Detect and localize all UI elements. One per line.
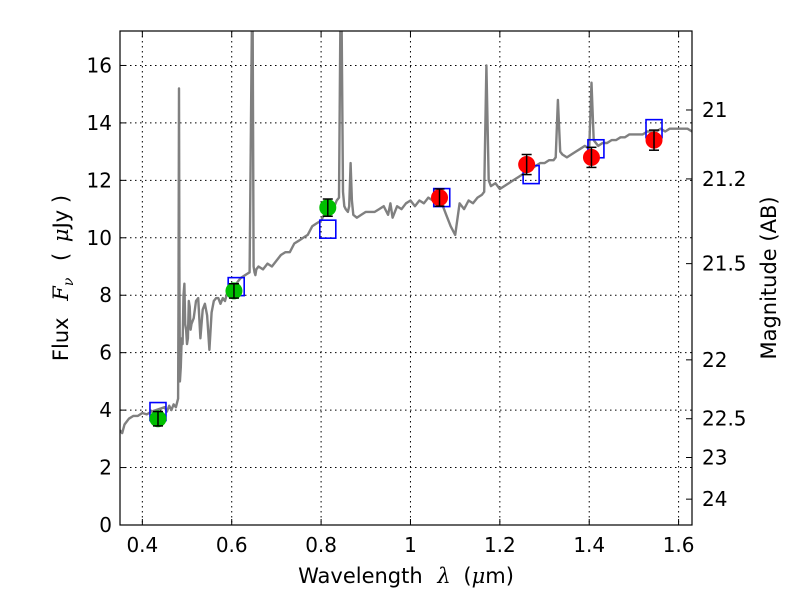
x-tick-label: 0.4	[126, 533, 158, 557]
y-tick-label: 2	[99, 456, 112, 480]
y-tick-label: 4	[99, 398, 112, 422]
grid-lines	[120, 31, 692, 526]
model-flux-square	[318, 219, 337, 239]
x-tick-label: 1.6	[663, 533, 695, 557]
x-tick-label: 1	[404, 533, 417, 557]
y2-tick-label: 23	[702, 446, 727, 470]
axis-ticks: 0.4 0.6 0.8 1 1.2 1.4 1.602468101214162121.221…	[87, 31, 747, 557]
x-tick-label: 1.2	[484, 533, 516, 557]
y2-tick-label: 21.2	[702, 167, 747, 191]
x-tick-label: 1.4	[573, 533, 605, 557]
y2-tick-label: 22.5	[702, 407, 747, 431]
y2-tick-label: 21.5	[702, 252, 747, 276]
y-tick-label: 6	[99, 341, 112, 365]
x-tick-label: 0.6	[216, 533, 248, 557]
y-tick-label: 10	[87, 226, 112, 250]
photometry-markers	[149, 118, 663, 428]
y-tick-label: 14	[87, 111, 112, 135]
y2-tick-label: 21	[702, 98, 727, 122]
y-axis-label: Flux Fν ( μJy )	[49, 195, 78, 361]
y2-axis-label: Magnitude (AB)	[757, 196, 781, 359]
y-tick-label: 12	[87, 168, 112, 192]
model-spectrum	[120, 31, 692, 435]
plot-frame	[119, 30, 693, 526]
spectrum-line	[120, 31, 692, 435]
y-tick-label: 16	[87, 53, 112, 77]
y2-tick-label: 24	[702, 487, 727, 511]
x-axis-label: Wavelength λ (μm)	[298, 564, 514, 588]
y2-tick-label: 22	[702, 348, 727, 372]
y-tick-label: 8	[99, 283, 112, 307]
y-tick-label: 0	[99, 513, 112, 537]
x-tick-label: 0.8	[305, 533, 337, 557]
